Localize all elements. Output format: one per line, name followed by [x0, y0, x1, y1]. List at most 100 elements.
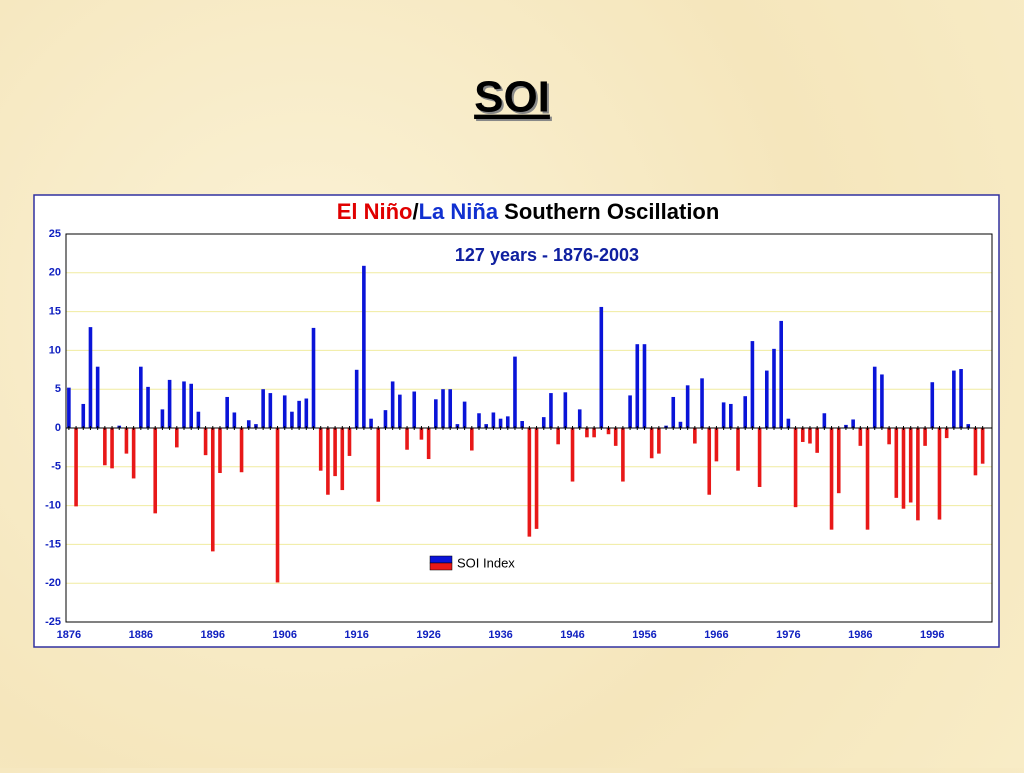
bar — [203, 428, 208, 456]
bar — [700, 378, 704, 428]
bar — [225, 396, 229, 428]
bar — [750, 341, 755, 428]
bar — [808, 428, 812, 444]
bar — [930, 382, 935, 428]
bar — [606, 428, 611, 435]
bar — [326, 428, 330, 495]
bar — [340, 428, 345, 491]
bar — [887, 428, 891, 445]
bar — [182, 381, 186, 428]
y-tick-label: -20 — [45, 577, 61, 589]
bar — [218, 428, 222, 474]
bar — [369, 418, 373, 428]
bar — [110, 428, 114, 469]
bar — [628, 395, 632, 428]
bar — [836, 428, 841, 494]
bar — [88, 327, 93, 428]
bar — [354, 369, 359, 428]
bar — [232, 412, 237, 428]
chart-title: El Niño/La Niña Southern Oscillation — [337, 199, 720, 224]
x-tick-label: 1876 — [57, 629, 81, 641]
bar — [376, 428, 381, 502]
bar — [81, 403, 86, 428]
y-tick-label: 10 — [49, 344, 61, 356]
y-tick-label: -15 — [45, 538, 61, 550]
bar — [405, 428, 409, 450]
bar — [131, 428, 136, 479]
y-tick-label: -25 — [45, 616, 61, 628]
bar — [822, 413, 827, 428]
bar — [333, 428, 337, 477]
bar — [937, 428, 942, 520]
bar — [635, 344, 640, 428]
legend-label: SOI Index — [457, 555, 515, 570]
bar — [786, 418, 791, 428]
bar — [592, 428, 596, 438]
x-tick-label: 1966 — [704, 629, 728, 641]
bar — [563, 392, 568, 428]
x-tick-label: 1996 — [920, 629, 944, 641]
x-tick-label: 1886 — [129, 629, 153, 641]
x-tick-label: 1976 — [776, 629, 800, 641]
bar — [426, 428, 431, 460]
bar — [196, 411, 201, 428]
x-tick-label: 1916 — [344, 629, 368, 641]
bar — [549, 393, 553, 428]
y-tick-label: 0 — [55, 422, 61, 434]
chart-subtitle: 127 years - 1876-2003 — [455, 245, 639, 265]
bar — [383, 410, 388, 428]
title-part: La Niña — [419, 199, 499, 224]
bar — [764, 370, 769, 428]
bar — [858, 428, 863, 446]
bar — [980, 428, 985, 464]
bar — [599, 306, 604, 428]
bar — [577, 409, 582, 428]
bar — [527, 428, 532, 537]
plot-border — [65, 233, 993, 623]
bar — [175, 428, 179, 448]
x-tick-label: 1906 — [272, 629, 296, 641]
bar — [642, 344, 647, 428]
bar — [779, 320, 783, 428]
bar — [246, 420, 251, 428]
bar — [556, 428, 560, 445]
bar — [923, 428, 927, 446]
bar — [362, 265, 366, 428]
bar — [448, 389, 453, 428]
bar — [153, 428, 158, 514]
bar — [743, 396, 748, 428]
bar — [901, 428, 906, 509]
bar — [649, 428, 654, 459]
x-tick-label: 1936 — [488, 629, 512, 641]
bar — [714, 428, 719, 462]
bar — [318, 428, 323, 471]
bar — [95, 366, 100, 428]
bar — [167, 379, 172, 428]
bar — [973, 428, 978, 476]
bar — [67, 387, 71, 428]
bar — [441, 389, 445, 428]
bar — [585, 428, 589, 438]
bar — [505, 416, 510, 428]
y-tick-label: -5 — [51, 461, 61, 473]
bar — [311, 327, 316, 428]
bar — [793, 428, 798, 508]
bar — [189, 383, 193, 428]
bar — [944, 428, 949, 439]
bar — [541, 417, 546, 428]
bar — [498, 418, 503, 428]
bar — [146, 386, 150, 428]
bar — [894, 428, 899, 498]
bar — [729, 403, 733, 428]
x-tick-label: 1926 — [416, 629, 440, 641]
bar — [757, 428, 762, 487]
bar — [275, 428, 280, 583]
y-tick-label: 15 — [49, 306, 61, 318]
y-tick-label: -10 — [45, 500, 61, 512]
bar — [74, 428, 78, 507]
bar — [282, 395, 287, 428]
y-tick-label: 25 — [49, 228, 61, 240]
title-part: Southern Oscillation — [498, 199, 719, 224]
bar — [304, 398, 309, 428]
